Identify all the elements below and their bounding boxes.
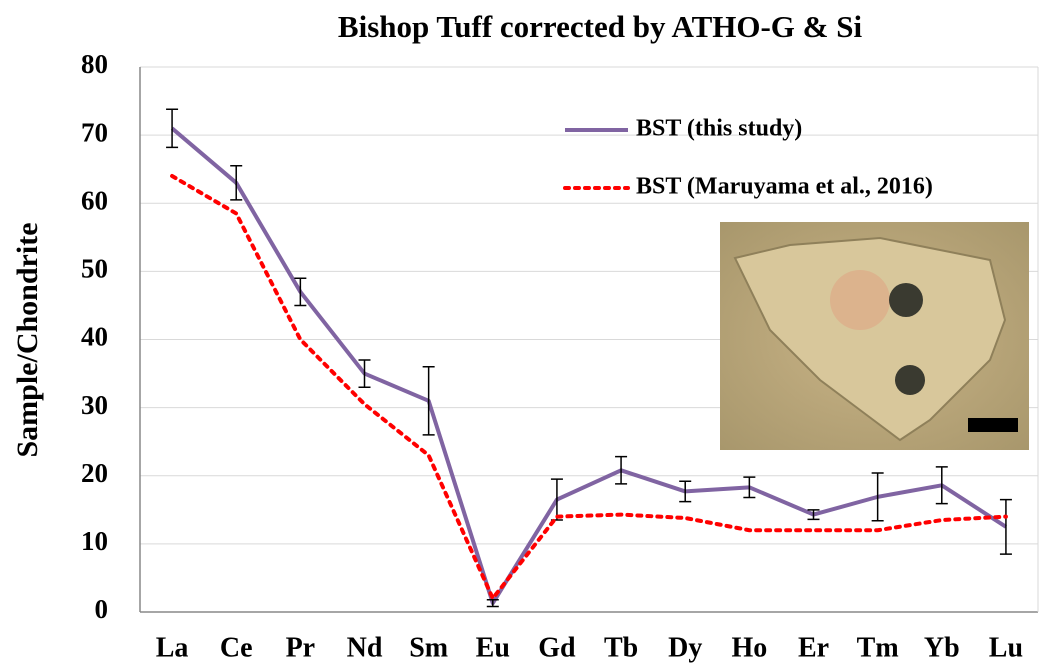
x-tick-label: Pr [286, 632, 316, 663]
x-tick-label: Gd [538, 632, 576, 663]
x-tick-label: Yb [924, 632, 960, 663]
y-axis-label: Sample/Chondrite [11, 222, 44, 457]
x-tick-label: Sm [409, 632, 448, 663]
x-tick-label: Er [798, 632, 829, 663]
x-tick-label: La [156, 632, 189, 663]
y-tick-label: 10 [81, 526, 108, 556]
y-tick-label: 20 [81, 458, 108, 488]
legend-label: BST (Maruyama et al., 2016) [636, 174, 933, 200]
error-bar [166, 109, 178, 147]
y-tick-label: 60 [81, 185, 108, 215]
chart: Bishop Tuff corrected by ATHO-G & Si Sam… [0, 0, 1047, 671]
x-tick-label: Ho [731, 632, 767, 663]
x-tick-label: Tb [604, 632, 638, 663]
y-tick-label: 70 [81, 117, 108, 147]
x-tick-label: Ce [220, 632, 253, 663]
x-tick-label: Dy [668, 632, 702, 663]
chart-title: Bishop Tuff corrected by ATHO-G & Si [338, 9, 863, 44]
y-tick-label: 50 [81, 254, 108, 284]
error-bar [487, 600, 499, 607]
y-tick-label: 0 [95, 594, 109, 624]
inset-photo [720, 222, 1029, 450]
x-tick-label: Eu [476, 632, 510, 663]
error-bar [230, 166, 242, 200]
y-tick-label: 80 [81, 49, 108, 79]
error-bar [1000, 500, 1012, 555]
x-tick-label: Lu [989, 632, 1023, 663]
y-tick-label: 30 [81, 390, 108, 420]
x-tick-label: Nd [347, 632, 383, 663]
y-tick-label: 40 [81, 322, 108, 352]
legend-label: BST (this study) [636, 116, 802, 142]
x-tick-label: Tm [857, 632, 899, 663]
